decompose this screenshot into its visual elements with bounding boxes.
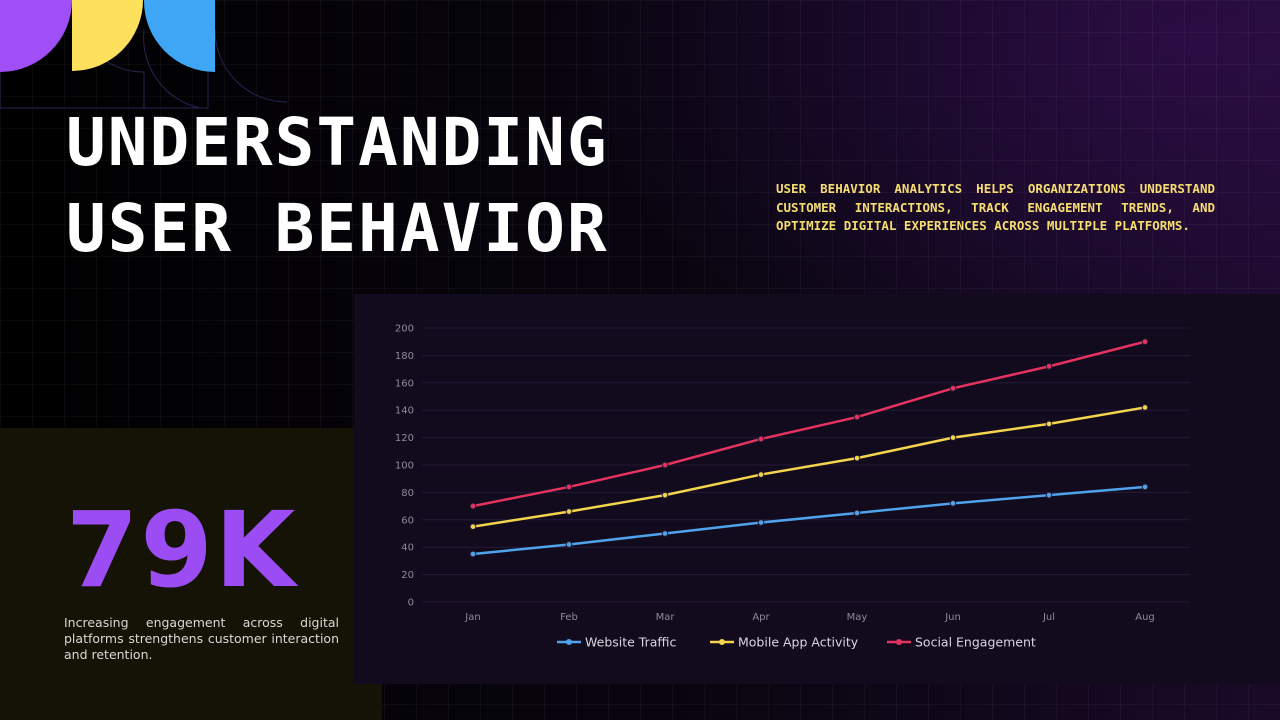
series-mobile-app-activity xyxy=(469,404,1149,530)
deco-blue-shape xyxy=(143,0,215,72)
data-point xyxy=(661,491,669,499)
legend-label: Mobile App Activity xyxy=(738,635,859,650)
legend-label: Website Traffic xyxy=(585,635,676,650)
legend-item: Mobile App Activity xyxy=(710,635,859,650)
x-tick-label: Feb xyxy=(560,612,578,623)
legend-swatch-dot xyxy=(896,639,902,645)
x-tick-label: Jul xyxy=(1042,612,1055,623)
data-point xyxy=(1045,491,1053,499)
y-tick-label: 80 xyxy=(401,488,414,499)
data-point xyxy=(757,435,765,443)
legend-item: Website Traffic xyxy=(557,635,676,650)
y-tick-label: 0 xyxy=(408,598,414,609)
stat-value: 79K xyxy=(66,489,298,611)
data-point xyxy=(469,550,477,558)
x-tick-label: Jun xyxy=(944,612,961,623)
x-axis-ticks: Jan Feb Mar Apr May Jun Jul Aug xyxy=(464,612,1154,623)
data-point xyxy=(853,413,861,421)
data-point xyxy=(1045,420,1053,428)
chart-series xyxy=(469,338,1149,558)
y-tick-label: 140 xyxy=(395,406,414,417)
stat-panel xyxy=(0,428,382,720)
x-tick-label: Aug xyxy=(1135,612,1155,623)
legend-swatch-dot xyxy=(566,639,572,645)
decorative-shapes xyxy=(0,0,288,109)
x-tick-label: Jan xyxy=(464,612,480,623)
data-point xyxy=(1141,483,1149,491)
y-tick-label: 20 xyxy=(401,570,414,581)
data-point xyxy=(853,454,861,462)
data-point xyxy=(565,483,573,491)
data-point xyxy=(469,502,477,510)
line-chart: 0 20 40 60 80 100 120 140 160 180 200 Jan Feb Mar Apr… xyxy=(395,324,1190,650)
data-point xyxy=(661,461,669,469)
data-point xyxy=(949,434,957,441)
deco-yellow-shape xyxy=(72,0,143,71)
series-line xyxy=(472,340,1146,508)
y-tick-label: 100 xyxy=(395,461,414,472)
chart-gridlines xyxy=(422,327,1190,603)
x-tick-label: Apr xyxy=(752,612,770,623)
deco-purple-shape xyxy=(0,0,72,72)
data-point xyxy=(1141,404,1149,411)
data-point xyxy=(565,508,573,515)
stat-caption: Increasing engagement across digital pla… xyxy=(64,615,339,662)
title-line-2: USER BEHAVIOR xyxy=(66,190,609,267)
series-website-traffic xyxy=(469,483,1149,558)
x-tick-label: May xyxy=(847,612,868,623)
x-tick-label: Mar xyxy=(656,612,676,623)
legend-label: Social Engagement xyxy=(915,635,1036,650)
page-title: UNDERSTANDING USER BEHAVIOR xyxy=(66,100,609,272)
y-tick-label: 40 xyxy=(401,543,414,554)
y-tick-label: 160 xyxy=(395,378,414,389)
y-tick-label: 120 xyxy=(395,433,414,444)
data-point xyxy=(757,471,765,478)
chart-panel: 0 20 40 60 80 100 120 140 160 180 200 Jan Feb Mar Apr… xyxy=(354,294,1280,684)
y-tick-label: 200 xyxy=(395,324,414,335)
data-point xyxy=(661,530,669,537)
data-point xyxy=(1045,363,1053,370)
data-point xyxy=(1141,338,1149,346)
legend-swatch-dot xyxy=(719,639,725,645)
chart-legend: Website Traffic Mobile App Activity Social… xyxy=(557,635,1036,650)
series-line xyxy=(472,485,1146,556)
data-point xyxy=(565,541,573,548)
legend-item: Social Engagement xyxy=(887,635,1036,650)
series-line xyxy=(472,406,1146,528)
y-tick-label: 180 xyxy=(395,351,414,362)
data-point xyxy=(757,519,765,526)
data-point xyxy=(853,509,861,517)
data-point xyxy=(469,523,477,530)
description-text: User behavior analytics helps organizati… xyxy=(776,181,1215,233)
data-point xyxy=(949,500,957,507)
y-axis-ticks: 0 20 40 60 80 100 120 140 160 180 200 xyxy=(395,324,414,609)
title-line-1: UNDERSTANDING xyxy=(66,104,609,181)
data-point xyxy=(949,384,957,392)
y-tick-label: 60 xyxy=(401,515,414,526)
series-social-engagement xyxy=(469,338,1149,510)
